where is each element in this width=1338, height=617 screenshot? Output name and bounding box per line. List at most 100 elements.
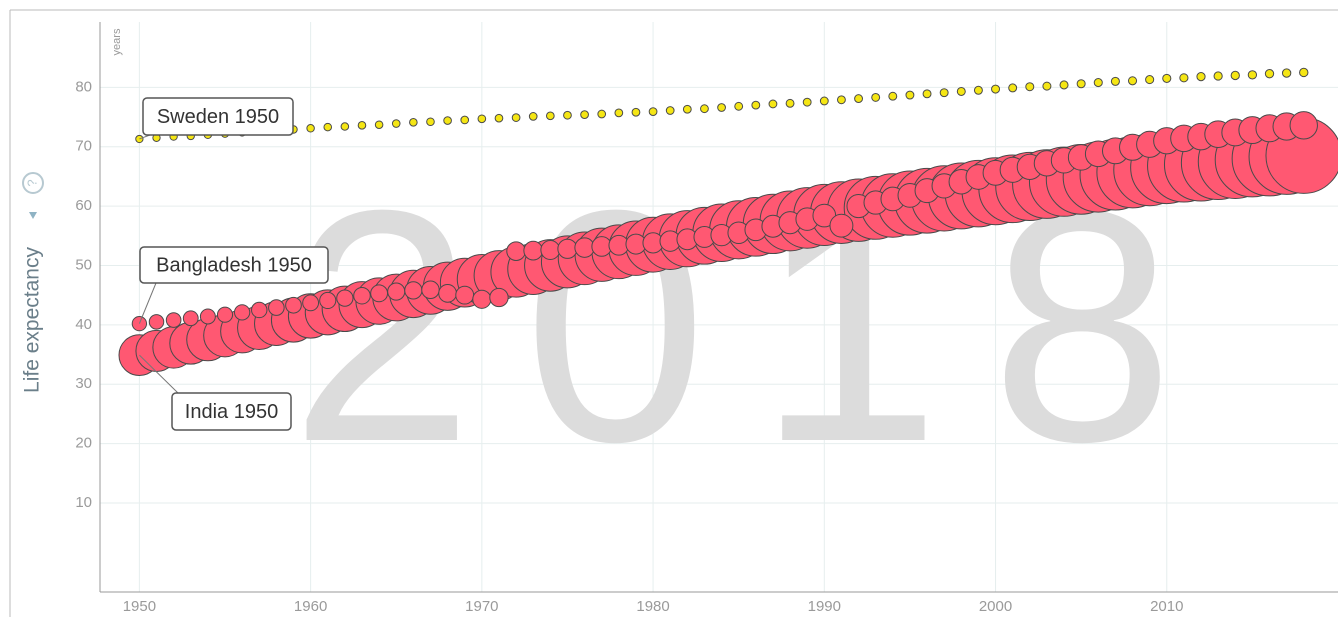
bubble	[802, 97, 812, 107]
annotation-box	[171, 392, 292, 431]
y-tick-label: 40	[75, 316, 92, 333]
x-tick-label: 2000	[979, 598, 1012, 615]
annotations: India 1950 Bangladesh 1950 Sweden 1950	[138, 97, 329, 431]
bubble	[353, 286, 371, 305]
bubble	[1127, 76, 1138, 86]
y-tick-label: 70	[75, 138, 92, 155]
bubble	[1008, 83, 1018, 93]
bubble	[1042, 81, 1052, 91]
bubble	[1162, 73, 1172, 83]
bubble	[472, 289, 492, 309]
bubble	[768, 99, 778, 109]
bubble	[302, 294, 320, 312]
bubble	[1196, 72, 1206, 82]
bubble	[506, 241, 526, 261]
bubble	[336, 289, 354, 307]
leader-line	[139, 354, 179, 394]
bubble	[1076, 79, 1086, 89]
bubble	[374, 120, 384, 129]
bubble	[905, 90, 915, 100]
bubble	[631, 107, 641, 117]
bubble	[340, 122, 350, 131]
bubble	[665, 106, 675, 115]
bubble	[387, 282, 406, 301]
annotation: India 1950	[185, 401, 278, 423]
bubble	[829, 213, 854, 238]
bubble	[233, 304, 251, 321]
bubble	[216, 306, 234, 323]
bubble	[819, 96, 829, 106]
bubble	[443, 116, 452, 125]
bubble	[1230, 70, 1240, 81]
bubble	[1059, 80, 1069, 90]
bubble	[268, 299, 285, 316]
bubble	[511, 113, 521, 122]
svg-text:?: ?	[24, 179, 39, 186]
bubble	[455, 285, 475, 305]
bubble	[922, 89, 932, 99]
bubble	[717, 103, 726, 112]
bubble	[1289, 111, 1318, 140]
bubble	[391, 119, 401, 128]
bubble	[409, 118, 418, 127]
bubble	[199, 308, 216, 325]
x-tick-label: 1980	[636, 598, 669, 615]
bubble	[540, 240, 561, 260]
bubble	[1281, 68, 1292, 78]
bubble	[956, 86, 966, 96]
bubble	[477, 114, 487, 124]
annotation: Bangladesh 1950	[156, 254, 312, 276]
help-icon[interactable]: ?	[22, 172, 44, 194]
bubble	[991, 84, 1001, 94]
y-axis-menu-icon[interactable]	[29, 212, 37, 219]
y-unit: years	[111, 28, 123, 55]
bubble	[148, 314, 165, 330]
leader-line	[138, 282, 157, 324]
bubble	[1213, 71, 1223, 81]
y-tick-label: 80	[75, 78, 92, 95]
bubble	[580, 110, 589, 119]
bubble	[563, 110, 572, 120]
bubble	[854, 94, 864, 104]
bubble	[323, 122, 332, 132]
y-tick-label: 10	[75, 494, 92, 511]
bubble	[597, 109, 607, 119]
bubble	[165, 312, 182, 328]
bubble	[404, 281, 423, 300]
bubble	[251, 301, 268, 319]
bubble	[939, 88, 949, 98]
x-tick-label: 1990	[808, 598, 841, 615]
x-tick-label: 1970	[465, 598, 498, 615]
bubble	[785, 98, 795, 108]
bubble	[574, 237, 595, 258]
bubble	[426, 117, 435, 127]
bubble	[306, 124, 315, 133]
bubble	[494, 113, 504, 123]
bubble	[460, 115, 470, 125]
bubble	[751, 100, 761, 110]
marks	[118, 67, 1338, 376]
y-tick-label: 20	[75, 435, 92, 452]
bubble	[557, 238, 578, 259]
bubble	[545, 111, 555, 121]
y-tick-label: 60	[75, 197, 92, 214]
bubble	[182, 310, 199, 327]
bubble	[1093, 78, 1103, 88]
bubble	[1247, 70, 1258, 80]
bubble	[523, 240, 544, 261]
bubble	[319, 291, 337, 310]
annotation-box	[139, 246, 329, 284]
bubble	[528, 112, 538, 121]
y-axis-label: Life expectancy	[21, 247, 44, 393]
bubble	[871, 92, 881, 102]
bubble	[357, 121, 367, 130]
bubble	[973, 85, 983, 95]
y-tick-label: 30	[75, 375, 92, 392]
bubble	[700, 104, 709, 114]
bubble	[438, 283, 457, 303]
annotation-box	[142, 97, 294, 136]
bubble	[1299, 67, 1309, 78]
bubble	[614, 108, 624, 118]
